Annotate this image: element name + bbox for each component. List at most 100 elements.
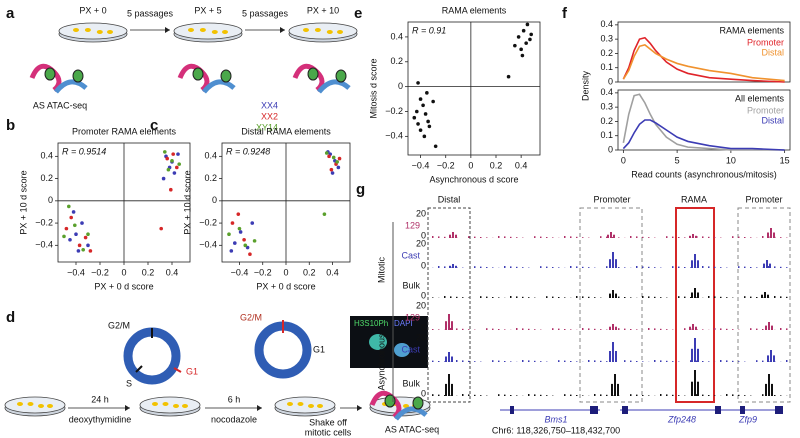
cell [47,404,53,408]
signal-bar [474,266,476,268]
signal-peak [452,232,454,238]
point [337,156,342,161]
signal-bar [630,329,632,330]
panel-d-diagram-part [135,365,143,373]
x-tick-label: −0.4 [67,267,85,277]
signal-bar [720,328,722,330]
plot-frame [617,89,791,151]
signal-peak [451,321,453,330]
signal-bar [738,361,740,362]
cell [107,30,113,34]
x-tick-label: 0.2 [490,160,503,170]
dish [4,396,66,414]
panel-label: f [562,5,568,22]
signal-bar [588,267,590,268]
signal-peak [455,265,457,268]
signal-bar [660,328,662,330]
dish [58,22,128,40]
y-tick-label: −0.4 [385,131,403,141]
signal-peak [609,351,611,362]
signal-peak [452,264,454,268]
scale-label: 20 [416,208,426,218]
y-tick-label: 0.4 [390,31,403,41]
signal-bar [624,267,626,268]
point [77,243,82,248]
signal-bar [780,395,782,396]
signal-peak [771,383,773,396]
cell [308,404,314,408]
y-tick-label: 0 [48,195,53,205]
exon [510,406,514,414]
panel-label: b [6,117,15,134]
signal-bar [666,329,668,330]
point [336,165,341,170]
chromatin [394,406,428,421]
signal-peak [697,381,699,396]
x-axis-label: Asynchronous d score [429,174,518,184]
panel-d-diagram-part [125,405,130,411]
signal-bar [762,360,764,362]
signal-bar [432,297,434,298]
point [331,155,336,160]
cell [27,402,34,406]
signal-bar [564,360,566,362]
y-tick-label: −0.4 [199,240,217,250]
x-tick-label: 15 [780,155,790,165]
nucleosome [335,69,347,83]
annotation: R = 0.9248 [226,146,270,156]
signal-bar [444,296,446,298]
stage-label: PX + 0 [79,5,106,15]
signal-bar [582,266,584,268]
x-tick-label: 0.4 [166,267,179,277]
signal-peak [611,383,613,396]
point [238,230,243,234]
signal-bar [438,329,440,330]
signal-bar [546,296,548,298]
x-tick-label: 0 [121,267,126,277]
y-tick-label: 0.2 [40,173,53,183]
signal-bar [750,296,752,298]
region-label: Distal [438,194,461,204]
signal-bar [462,328,464,330]
point [227,232,231,236]
signal-bar [558,297,560,298]
point [88,249,93,253]
gene-label: Zfp248 [667,414,696,424]
signal-bar [582,237,584,238]
x-tick-label: 0 [283,267,288,277]
region-box [579,207,643,403]
point [67,204,71,209]
signal-bar [774,395,776,396]
step-label: 5 passages [127,8,174,18]
signal-peak [615,293,617,298]
signal-bar [666,360,668,362]
signal-bar [480,237,482,238]
point [418,97,423,101]
point [243,243,248,248]
signal-bar [588,328,590,330]
point [62,234,66,239]
signal-bar [540,394,542,396]
signal-bar [780,266,782,268]
panel-a-diagram-part [29,22,358,94]
point [506,74,511,79]
signal-bar [480,296,482,298]
signal-bar [780,296,782,298]
signal-peak [770,228,772,238]
signal-bar [492,360,494,362]
signal-bar [558,328,560,330]
signal-peak [697,292,699,298]
signal-bar [432,360,434,362]
cell [182,404,188,408]
signal-bar [492,328,494,330]
signal-bar [618,296,620,298]
signal-bar [660,297,662,298]
x-axis-label: PX + 0 d score [256,281,315,291]
nucleosome [72,69,84,83]
point [165,156,169,161]
point [236,212,241,216]
point [519,47,523,52]
point [172,171,177,175]
cell [96,30,103,34]
y-tick-label: 0.1 [600,130,613,140]
